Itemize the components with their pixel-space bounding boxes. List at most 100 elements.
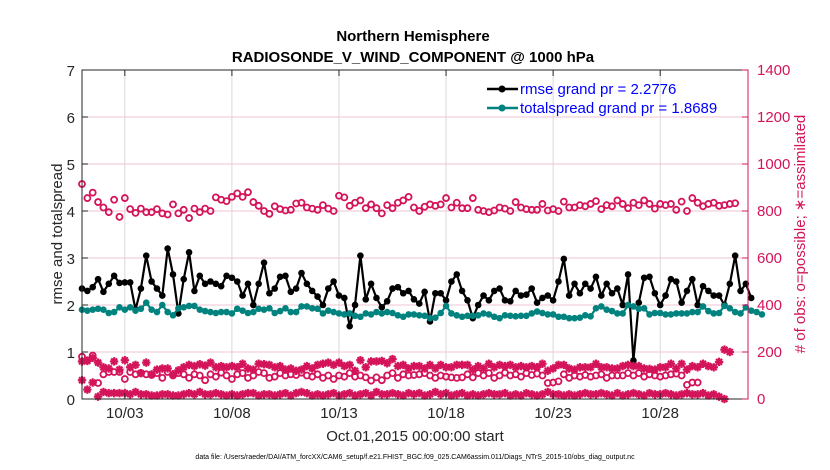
obs-assimilated-point xyxy=(275,361,285,371)
obs-possible-point xyxy=(468,194,477,202)
obs-possible-point xyxy=(361,373,370,382)
star-stroke xyxy=(131,388,140,396)
rmse-point xyxy=(116,279,123,287)
obs-possible-point xyxy=(195,208,204,217)
star-stroke xyxy=(624,361,632,369)
obs-possible-point xyxy=(554,207,563,215)
obs-possible-point xyxy=(388,204,397,213)
obs-possible-point xyxy=(329,207,338,215)
rmse-point xyxy=(378,304,386,311)
obs-possible-point xyxy=(683,207,691,215)
spread-point xyxy=(341,311,348,318)
star-stroke xyxy=(265,361,274,369)
rmse-point xyxy=(694,301,701,309)
star-stroke xyxy=(329,389,338,397)
obs-possible-point xyxy=(415,207,424,215)
star-stroke xyxy=(185,361,193,369)
obs-possible-point xyxy=(506,207,515,215)
star-stroke xyxy=(196,360,204,368)
spread-point xyxy=(201,307,209,315)
obs-possible-point xyxy=(731,199,740,208)
obs-possible-point xyxy=(650,204,659,213)
obs-possible-point xyxy=(185,373,193,382)
obs-possible-point xyxy=(222,197,231,206)
spread-point xyxy=(121,306,129,314)
spread-point xyxy=(576,314,584,321)
rmse-point xyxy=(84,287,91,295)
obs-assimilated-point xyxy=(206,358,215,367)
spread-point xyxy=(758,311,766,318)
obs-possible-point xyxy=(404,192,413,201)
rmse-point xyxy=(126,279,134,286)
obs-possible-point xyxy=(559,370,568,379)
spread-point xyxy=(383,308,391,316)
obs-assimilated-point xyxy=(361,363,370,372)
obs-assimilated-point xyxy=(484,359,494,368)
rmse-point xyxy=(250,301,257,309)
y-right-tick-label: 1000 xyxy=(757,156,790,173)
star-stroke xyxy=(399,361,407,369)
spread-point xyxy=(308,304,316,312)
rmse-point xyxy=(490,287,498,295)
obs-possible-point xyxy=(372,204,381,213)
obs-possible-point xyxy=(538,200,547,208)
obs-possible-point xyxy=(313,370,322,379)
obs-assimilated-point xyxy=(666,359,676,368)
obs-assimilated-point xyxy=(399,360,408,370)
series-1 xyxy=(78,299,766,322)
obs-assimilated-point xyxy=(420,364,429,373)
y-axis-label: rmse and totalspread xyxy=(49,164,66,305)
x-tick-label: 10/03 xyxy=(106,405,144,422)
star-stroke xyxy=(238,360,247,368)
spread-point xyxy=(351,312,359,320)
star-stroke xyxy=(345,389,354,397)
y-right-tick-label: 200 xyxy=(757,344,782,361)
rmse-point xyxy=(544,292,552,299)
obs-assimilated-point xyxy=(345,360,354,370)
star-stroke xyxy=(522,389,531,397)
rmse-point xyxy=(185,249,193,256)
axis-ticks: 10/03 10/08 10/13 10/18 10/23 10/28 0 200 400 600… xyxy=(67,62,791,422)
rmse-point xyxy=(453,271,461,278)
rmse-point xyxy=(335,292,343,299)
star-stroke xyxy=(388,355,397,363)
spread-point xyxy=(335,310,343,317)
spread-point xyxy=(180,304,188,311)
spread-point xyxy=(212,309,220,317)
obs-assimilated-point xyxy=(479,364,488,373)
obs-possible-point xyxy=(286,205,295,214)
obs-possible-point xyxy=(265,209,274,218)
obs-possible-point xyxy=(185,214,193,222)
spread-point xyxy=(442,302,450,310)
obs-possible-point xyxy=(179,205,188,214)
star-stroke xyxy=(281,389,290,397)
star-stroke xyxy=(372,388,381,396)
obs-possible-point xyxy=(153,205,161,214)
rmse-point xyxy=(581,280,589,288)
star-stroke xyxy=(613,389,622,397)
rmse-point xyxy=(367,280,375,288)
rmse-point xyxy=(635,299,643,306)
rmse-point xyxy=(217,282,225,290)
obs-possible-point xyxy=(377,376,386,385)
spread-point xyxy=(747,307,755,314)
star-stroke xyxy=(709,390,718,399)
rmse-point xyxy=(239,292,246,299)
star-stroke xyxy=(212,389,220,397)
star-stroke xyxy=(265,390,274,399)
rmse-point xyxy=(415,300,423,307)
star-stroke xyxy=(276,362,284,370)
obs-possible-point xyxy=(233,189,242,198)
obs-possible-point xyxy=(244,188,252,197)
rmse-point xyxy=(164,245,171,252)
rmse-point xyxy=(667,275,675,283)
spread-point xyxy=(153,308,161,316)
spread-point xyxy=(694,308,701,316)
spread-point xyxy=(378,310,386,317)
y-right-tick-label: 400 xyxy=(757,297,782,314)
star-stroke xyxy=(426,361,434,369)
spread-point xyxy=(683,310,691,317)
star-stroke xyxy=(324,358,333,367)
obs-possible-point xyxy=(592,197,600,206)
spread-point xyxy=(324,307,332,314)
